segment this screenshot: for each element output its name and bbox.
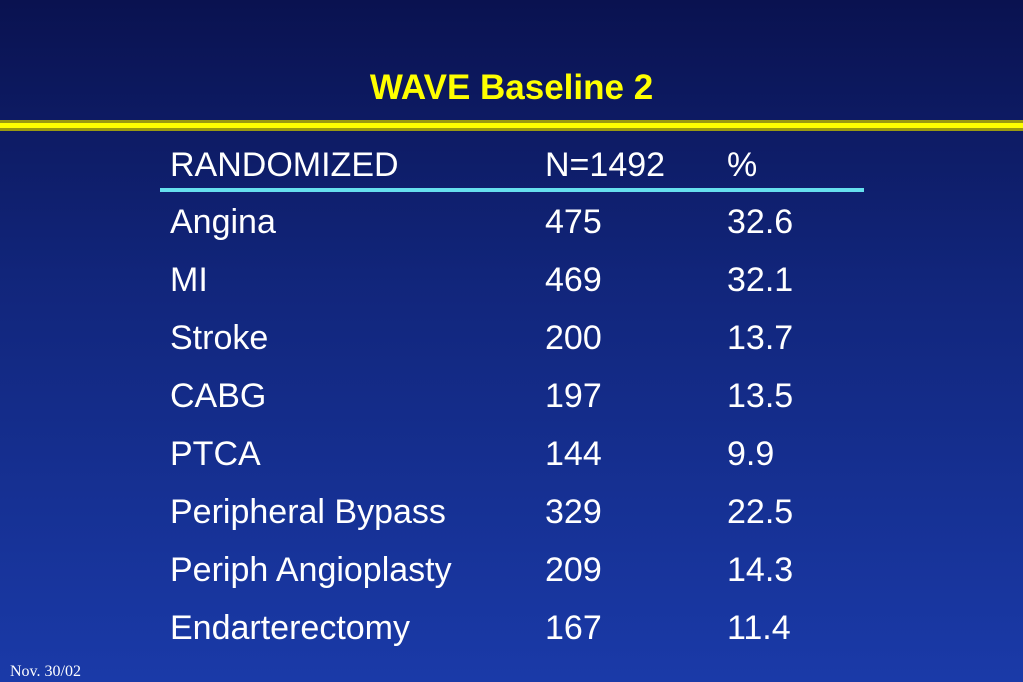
- table-cell: 14.3: [727, 551, 794, 589]
- table-cell: 209: [545, 551, 602, 589]
- row-label: CABG: [170, 377, 267, 415]
- row-label: Endarterectomy: [170, 609, 410, 647]
- column-header: RANDOMIZED: [170, 146, 399, 184]
- table-cell: 22.5: [727, 493, 794, 531]
- table-cell: 167: [545, 609, 602, 647]
- table-cell: 329: [545, 493, 602, 531]
- row-label: MI: [170, 261, 208, 299]
- table-cell: 11.4: [727, 609, 791, 647]
- column-header: N=1492: [545, 146, 666, 184]
- table-cell: 469: [545, 261, 602, 299]
- row-label: Stroke: [170, 319, 269, 357]
- row-label: Peripheral Bypass: [170, 493, 446, 531]
- table-cell: 32.1: [727, 261, 794, 299]
- divider: [0, 123, 1023, 128]
- row-label: Periph Angioplasty: [170, 551, 452, 589]
- divider: [0, 120, 1023, 123]
- footer-date: Nov. 30/02: [10, 663, 81, 680]
- table-cell: 475: [545, 203, 602, 241]
- table-cell: 200: [545, 319, 602, 357]
- table-cell: 32.6: [727, 203, 794, 241]
- column-header: %: [727, 146, 758, 184]
- table-cell: 13.7: [727, 319, 794, 357]
- row-label: Angina: [170, 203, 276, 241]
- slide-title: WAVE Baseline 2: [369, 68, 654, 107]
- table-cell: 9.9: [727, 435, 775, 473]
- header-rule: [160, 188, 864, 192]
- divider: [0, 128, 1023, 131]
- row-label: PTCA: [170, 435, 261, 473]
- table-cell: 197: [545, 377, 602, 415]
- table-cell: 144: [545, 435, 602, 473]
- table-cell: 13.5: [727, 377, 794, 415]
